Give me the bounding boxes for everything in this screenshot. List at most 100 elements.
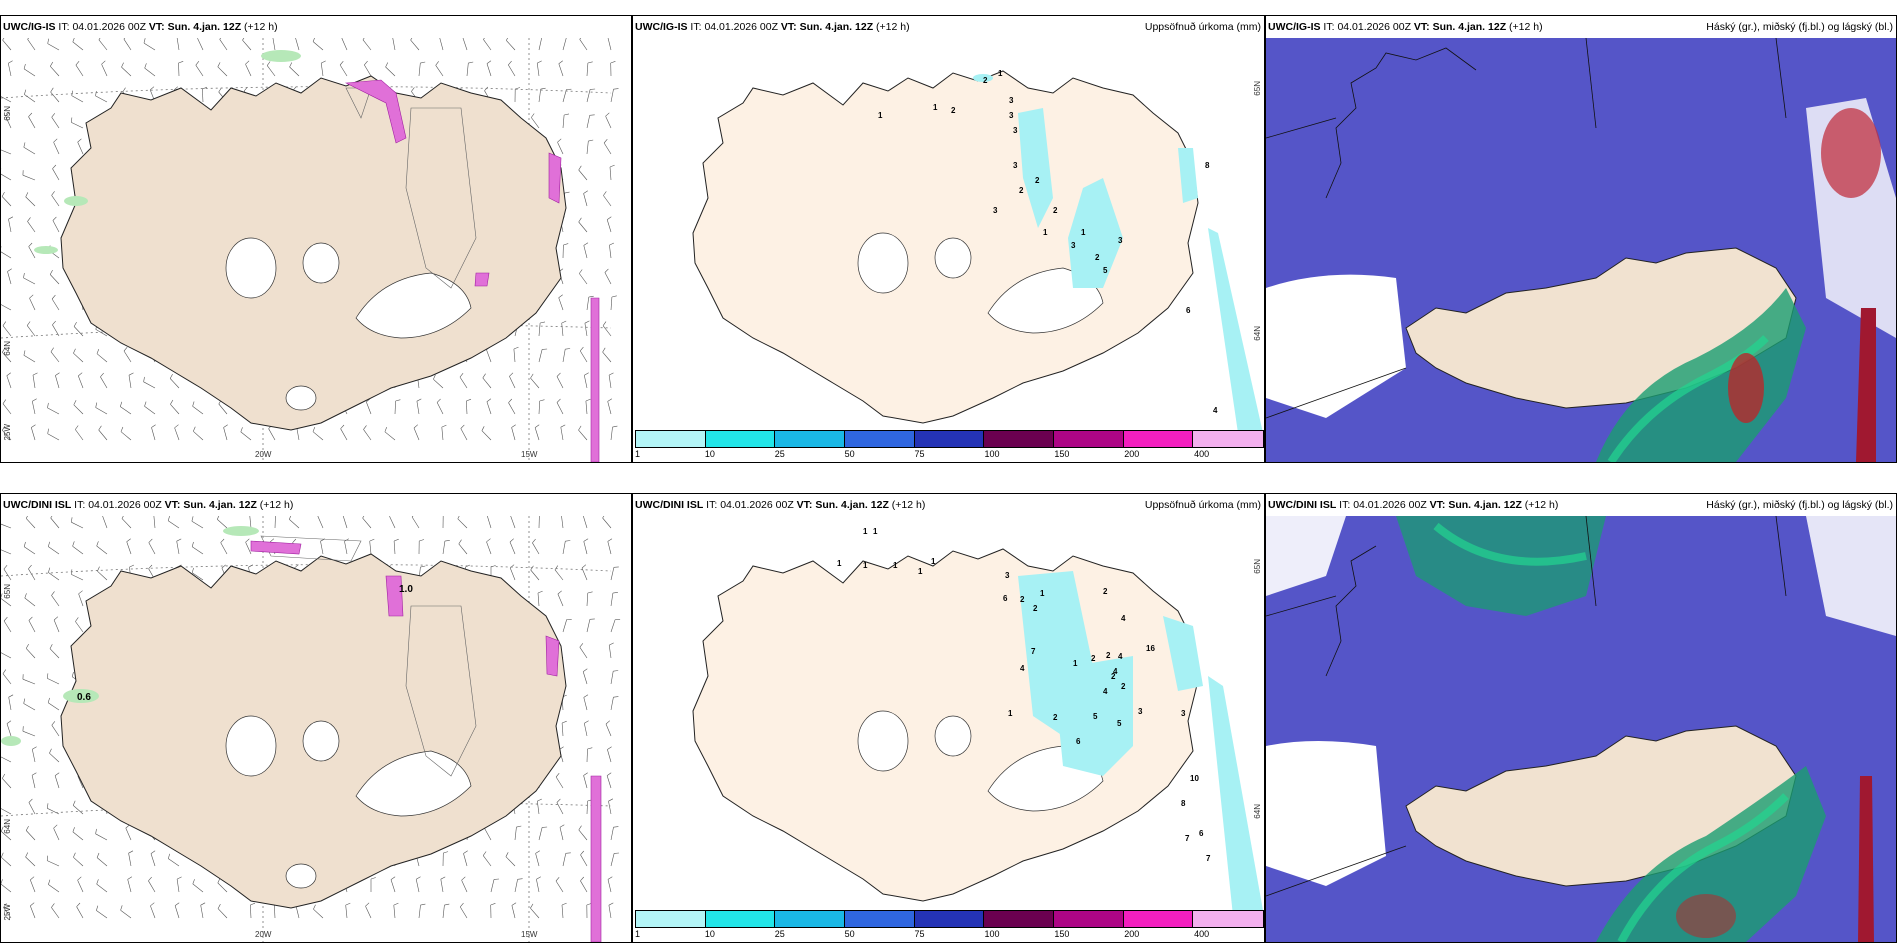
- wind-barb-flag: [50, 87, 54, 93]
- wind-barb-flag: [481, 426, 485, 431]
- wind-barb-flag: [75, 61, 80, 66]
- wind-barb-flag: [217, 516, 220, 520]
- snow-areas: [250, 540, 602, 942]
- wind-barb: [609, 166, 612, 181]
- wind-barb: [411, 516, 420, 529]
- wind-barb: [486, 401, 492, 415]
- scale-swatch: [1193, 431, 1264, 447]
- wind-barb: [217, 519, 228, 529]
- wind-barb-flag: [75, 617, 79, 622]
- wind-barb-flag: [459, 373, 464, 378]
- wind-barb: [463, 853, 468, 867]
- wind-barb-flag: [602, 347, 606, 353]
- wind-barb: [413, 427, 420, 441]
- mid-cloud-areas: [1396, 516, 1826, 942]
- wind-barb: [389, 516, 396, 529]
- wind-barb-flag: [50, 61, 54, 67]
- wind-barb-flag: [2, 425, 6, 431]
- wind-barb-flag: [30, 902, 35, 907]
- wind-barb-flag: [27, 217, 31, 222]
- wind-barb-flag: [607, 398, 613, 402]
- wind-barb: [48, 702, 60, 711]
- wind-barb: [312, 431, 324, 441]
- wind-barb-flag: [1, 191, 5, 197]
- wind-barb: [1, 173, 12, 181]
- wind-barb-flag: [564, 113, 570, 116]
- precip-value-label: 1: [1008, 709, 1013, 718]
- wind-barb: [440, 879, 444, 893]
- precip-value-label: 1: [1040, 589, 1045, 598]
- wind-barb: [178, 62, 180, 77]
- wind-barb-flag: [242, 38, 245, 41]
- wind-barb-flag: [289, 516, 292, 520]
- wind-barb: [289, 519, 300, 529]
- wind-barb-flag: [441, 424, 447, 428]
- wind-barb: [53, 828, 60, 841]
- lead-time: (+12 h): [1509, 21, 1543, 33]
- wind-barb: [363, 429, 372, 441]
- wind-barb-flag: [52, 320, 56, 325]
- wind-barb: [193, 431, 204, 441]
- wind-barb-flag: [585, 398, 591, 402]
- wind-barb: [27, 221, 36, 233]
- vt-label: VT:: [1429, 499, 1446, 511]
- wind-barb: [73, 857, 84, 867]
- precip-value-label: 3: [1118, 236, 1123, 245]
- wind-barb: [585, 400, 588, 415]
- wind-barb-flag: [556, 798, 561, 803]
- precip-value-label: 6: [1186, 306, 1191, 315]
- wind-barb: [95, 833, 108, 841]
- wind-map-panel-dini: UWC/DINI ISL IT: 04.01.2026 00Z VT: Sun.…: [0, 493, 632, 943]
- wind-barb: [556, 802, 564, 815]
- lat-label-65n: 65N: [1253, 559, 1262, 574]
- lead-time: (+12 h): [244, 21, 278, 33]
- wind-barb-flag: [482, 373, 486, 379]
- wind-barb-flag: [607, 538, 613, 542]
- wind-barb: [192, 572, 204, 581]
- wind-barb: [605, 723, 612, 737]
- wind-barb-flag: [313, 904, 316, 910]
- wind-barb: [28, 620, 36, 633]
- wind-barb-flag: [587, 61, 593, 64]
- panel-header: UWC/DINI ISL IT: 04.01.2026 00Z VT: Sun.…: [1266, 494, 1896, 516]
- wind-barb: [513, 348, 516, 363]
- wind-barb-flag: [613, 826, 619, 828]
- wind-barb-flag: [530, 903, 534, 909]
- wind-barb: [48, 546, 60, 555]
- wind-barb: [394, 400, 396, 415]
- wind-barb-flag: [613, 670, 619, 672]
- wind-barb: [250, 904, 252, 919]
- wind-barb: [605, 116, 612, 129]
- wind-barb-flag: [613, 88, 619, 90]
- panel-header: UWC/IG-IS IT: 04.01.2026 00Z VT: Sun. 4.…: [1266, 16, 1896, 38]
- wind-barb-flag: [101, 60, 106, 65]
- wind-barb: [317, 516, 324, 529]
- wind-barb: [562, 349, 566, 363]
- wind-barb: [536, 879, 540, 893]
- wind-barb: [466, 400, 468, 415]
- wind-barb: [508, 402, 516, 415]
- wind-barb: [607, 401, 612, 415]
- wind-barb: [608, 905, 612, 919]
- wind-barb-flag: [584, 320, 590, 324]
- wind-barb: [439, 38, 444, 51]
- wind-barb-flag: [420, 565, 426, 568]
- wind-barb: [320, 63, 324, 77]
- wind-barb: [25, 856, 36, 867]
- wind-barb-flag: [176, 538, 182, 542]
- wind-barb-flag: [28, 564, 32, 569]
- wind-barb-flag: [608, 902, 614, 906]
- wind-barb-flag: [565, 540, 571, 542]
- wind-barb: [562, 541, 566, 555]
- wind-barb-flag: [583, 772, 588, 776]
- wind-barb: [143, 42, 156, 51]
- precip-value-label: 7: [1031, 647, 1036, 656]
- wind-barb-flag: [77, 138, 82, 143]
- wind-barb-flag: [192, 401, 195, 407]
- wind-barb: [557, 142, 564, 155]
- wind-barb-flag: [3, 903, 7, 908]
- wind-barb: [1, 756, 12, 763]
- wind-barb: [217, 66, 228, 77]
- map-variable-title: Uppsöfnuð úrkoma (mm): [1144, 499, 1261, 511]
- wind-barb-flag: [608, 798, 614, 802]
